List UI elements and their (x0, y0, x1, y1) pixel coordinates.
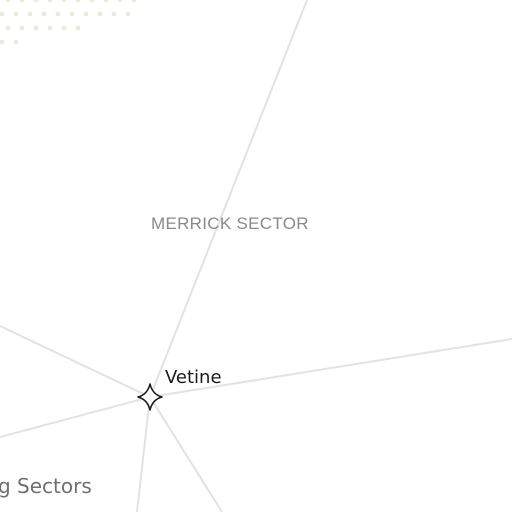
pattern-dot (47, 25, 53, 31)
pattern-dot (61, 25, 67, 31)
pattern-dot (13, 39, 19, 45)
pattern-dot (75, 0, 81, 3)
pattern-dot (5, 0, 11, 3)
sector-label: MERRICK SECTOR (151, 214, 309, 233)
pattern-dot (97, 11, 103, 17)
pattern-dot (47, 0, 53, 3)
pattern-dot (33, 25, 39, 31)
pattern-dot (41, 11, 47, 17)
pattern-dot (117, 0, 123, 3)
pattern-dot (89, 0, 95, 3)
hyperlane-east (149, 338, 512, 398)
pattern-dot (0, 11, 5, 17)
pattern-dot (33, 0, 39, 3)
pattern-dot (61, 0, 67, 3)
pattern-dot (125, 11, 131, 17)
pattern-dot (103, 0, 109, 3)
sector-dot-pattern (0, 0, 137, 45)
pattern-dot (55, 11, 61, 17)
pattern-dot (75, 25, 81, 31)
hyperlane-south (136, 396, 151, 512)
system-label-vetine[interactable]: Vetine (165, 367, 222, 388)
pattern-dot (5, 25, 11, 31)
pattern-dot (131, 0, 137, 3)
four-point-star-icon[interactable] (137, 383, 163, 411)
hyperlane-southwest (0, 396, 151, 438)
pattern-dot (111, 11, 117, 17)
region-label: g Sectors (0, 474, 92, 498)
pattern-dot (27, 11, 33, 17)
pattern-dot (83, 11, 89, 17)
pattern-dot (0, 39, 5, 45)
pattern-dot (13, 11, 19, 17)
pattern-dot (69, 11, 75, 17)
hyperlane-north (149, 0, 308, 398)
hyperlane-southeast (149, 396, 223, 512)
pattern-dot (19, 0, 25, 3)
hyperlane-west (0, 325, 151, 398)
pattern-dot (19, 25, 25, 31)
